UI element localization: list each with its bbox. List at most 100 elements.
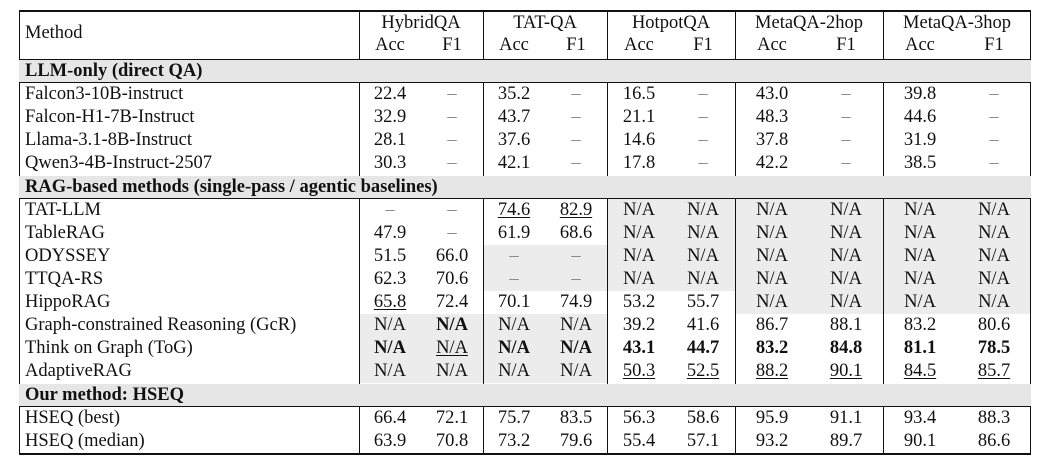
method-name: Falcon3-10B-instruct [25, 84, 184, 104]
cell-value: 66.4 [373, 408, 407, 428]
cell-value: N/A [436, 315, 468, 335]
column-separator [1030, 10, 1031, 454]
table-cell: – [421, 106, 483, 129]
table-cell: 44.6 [883, 106, 957, 129]
cell-value: 81.1 [903, 338, 937, 358]
cell-value: N/A [978, 200, 1010, 220]
cell-value: 43.7 [497, 107, 531, 127]
dataset-header-metaqa-2hop: MetaQA-2hop [755, 13, 863, 33]
cell-value: 70.1 [497, 292, 531, 312]
cell-value: 88.1 [829, 315, 863, 335]
table-cell: N/A [359, 314, 421, 337]
table-cell: N/A [957, 268, 1031, 291]
cell-value: N/A [687, 269, 719, 289]
method-name: Falcon-H1-7B-Instruct [25, 107, 195, 127]
table-cell: 35.2 [483, 83, 545, 106]
table-cell: 93.2 [735, 430, 809, 453]
cell-value: – [509, 269, 519, 289]
cell-value: 80.6 [977, 315, 1011, 335]
cell-value: N/A [560, 338, 592, 358]
cell-value: 51.5 [373, 246, 407, 266]
metric-header-acc: Acc [624, 35, 654, 55]
cell-value: – [989, 130, 999, 150]
cell-value: 17.8 [622, 153, 656, 173]
cell-value: N/A [756, 269, 788, 289]
cell-value: 35.2 [497, 84, 531, 104]
table-cell: N/A [359, 360, 421, 383]
cell-value: 93.2 [755, 431, 789, 451]
cell-value: N/A [623, 200, 655, 220]
table-cell: N/A [883, 245, 957, 268]
table-cell: 39.8 [883, 83, 957, 106]
cell-value: 83.2 [903, 315, 937, 335]
table-cell: N/A [671, 268, 735, 291]
table-cell: 55.7 [671, 291, 735, 314]
cell-value: 70.8 [435, 431, 469, 451]
table-cell: – [421, 83, 483, 106]
top-rule [19, 10, 1031, 12]
table-row: TAT-LLM – – 74.6 82.9 N/A N/A N/A N/A N/A N/A [19, 199, 1031, 222]
table-cell: N/A [359, 337, 421, 360]
table-cell: 86.6 [957, 430, 1031, 453]
cell-value: 22.4 [373, 84, 407, 104]
metric-header-f1: F1 [442, 35, 462, 55]
cell-value: 74.6 [497, 200, 531, 220]
cell-value: 47.9 [373, 223, 407, 243]
table-cell: N/A [545, 337, 607, 360]
table-cell: 79.6 [545, 430, 607, 453]
cell-value: N/A [904, 292, 936, 312]
table-cell: – [545, 129, 607, 152]
table-cell: 47.9 [359, 222, 421, 245]
table-cell: 53.2 [607, 291, 671, 314]
table-row: Think on Graph (ToG) N/A N/A N/A N/A 43.1 44.7… [19, 337, 1031, 360]
method-name: HSEQ (median) [25, 431, 145, 451]
table-cell: N/A [735, 291, 809, 314]
cell-value: 68.6 [559, 223, 593, 243]
table-cell: 66.0 [421, 245, 483, 268]
section-band: RAG-based methods (single-pass / agentic… [19, 176, 1031, 198]
table-cell: – [809, 152, 883, 175]
table-cell: 51.5 [359, 245, 421, 268]
cell-value: N/A [623, 269, 655, 289]
table-cell: N/A [671, 222, 735, 245]
table-cell: 48.3 [735, 106, 809, 129]
table-cell: – [421, 222, 483, 245]
cell-value: 56.3 [622, 408, 656, 428]
table-cell: N/A [671, 199, 735, 222]
cell-value: 39.8 [903, 84, 937, 104]
method-name: TTQA-RS [25, 269, 104, 289]
table-cell: 43.7 [483, 106, 545, 129]
cell-value: – [571, 84, 581, 104]
cell-value: 91.1 [829, 408, 863, 428]
table-cell: 83.2 [883, 314, 957, 337]
cell-value: N/A [436, 338, 468, 358]
cell-value: 37.8 [755, 130, 789, 150]
cell-value: – [698, 153, 708, 173]
table-cell: N/A [883, 268, 957, 291]
table-cell: – [671, 106, 735, 129]
cell-value: N/A [830, 200, 862, 220]
cell-value: 42.1 [497, 153, 531, 173]
table-cell: 70.1 [483, 291, 545, 314]
method-name: Qwen3-4B-Instruct-2507 [25, 153, 213, 173]
table-cell: 62.3 [359, 268, 421, 291]
table-cell: 70.6 [421, 268, 483, 291]
cell-value: 16.5 [622, 84, 656, 104]
section-title: Our method: HSEQ [25, 385, 184, 405]
table-cell: 83.2 [735, 337, 809, 360]
table-cell: 68.6 [545, 222, 607, 245]
cell-value: 89.7 [829, 431, 863, 451]
table-cell: – [957, 83, 1031, 106]
dataset-header-hybridqa: HybridQA [381, 13, 461, 33]
cell-value: 66.0 [435, 246, 469, 266]
table-cell: 41.6 [671, 314, 735, 337]
cell-value: N/A [830, 292, 862, 312]
cell-value: 83.2 [755, 338, 789, 358]
table-cell: N/A [883, 291, 957, 314]
table-cell: 84.8 [809, 337, 883, 360]
table-cell: N/A [809, 268, 883, 291]
table-cell: 38.5 [883, 152, 957, 175]
method-name: HSEQ (best) [25, 408, 121, 428]
cell-value: N/A [623, 223, 655, 243]
cell-value: – [571, 130, 581, 150]
